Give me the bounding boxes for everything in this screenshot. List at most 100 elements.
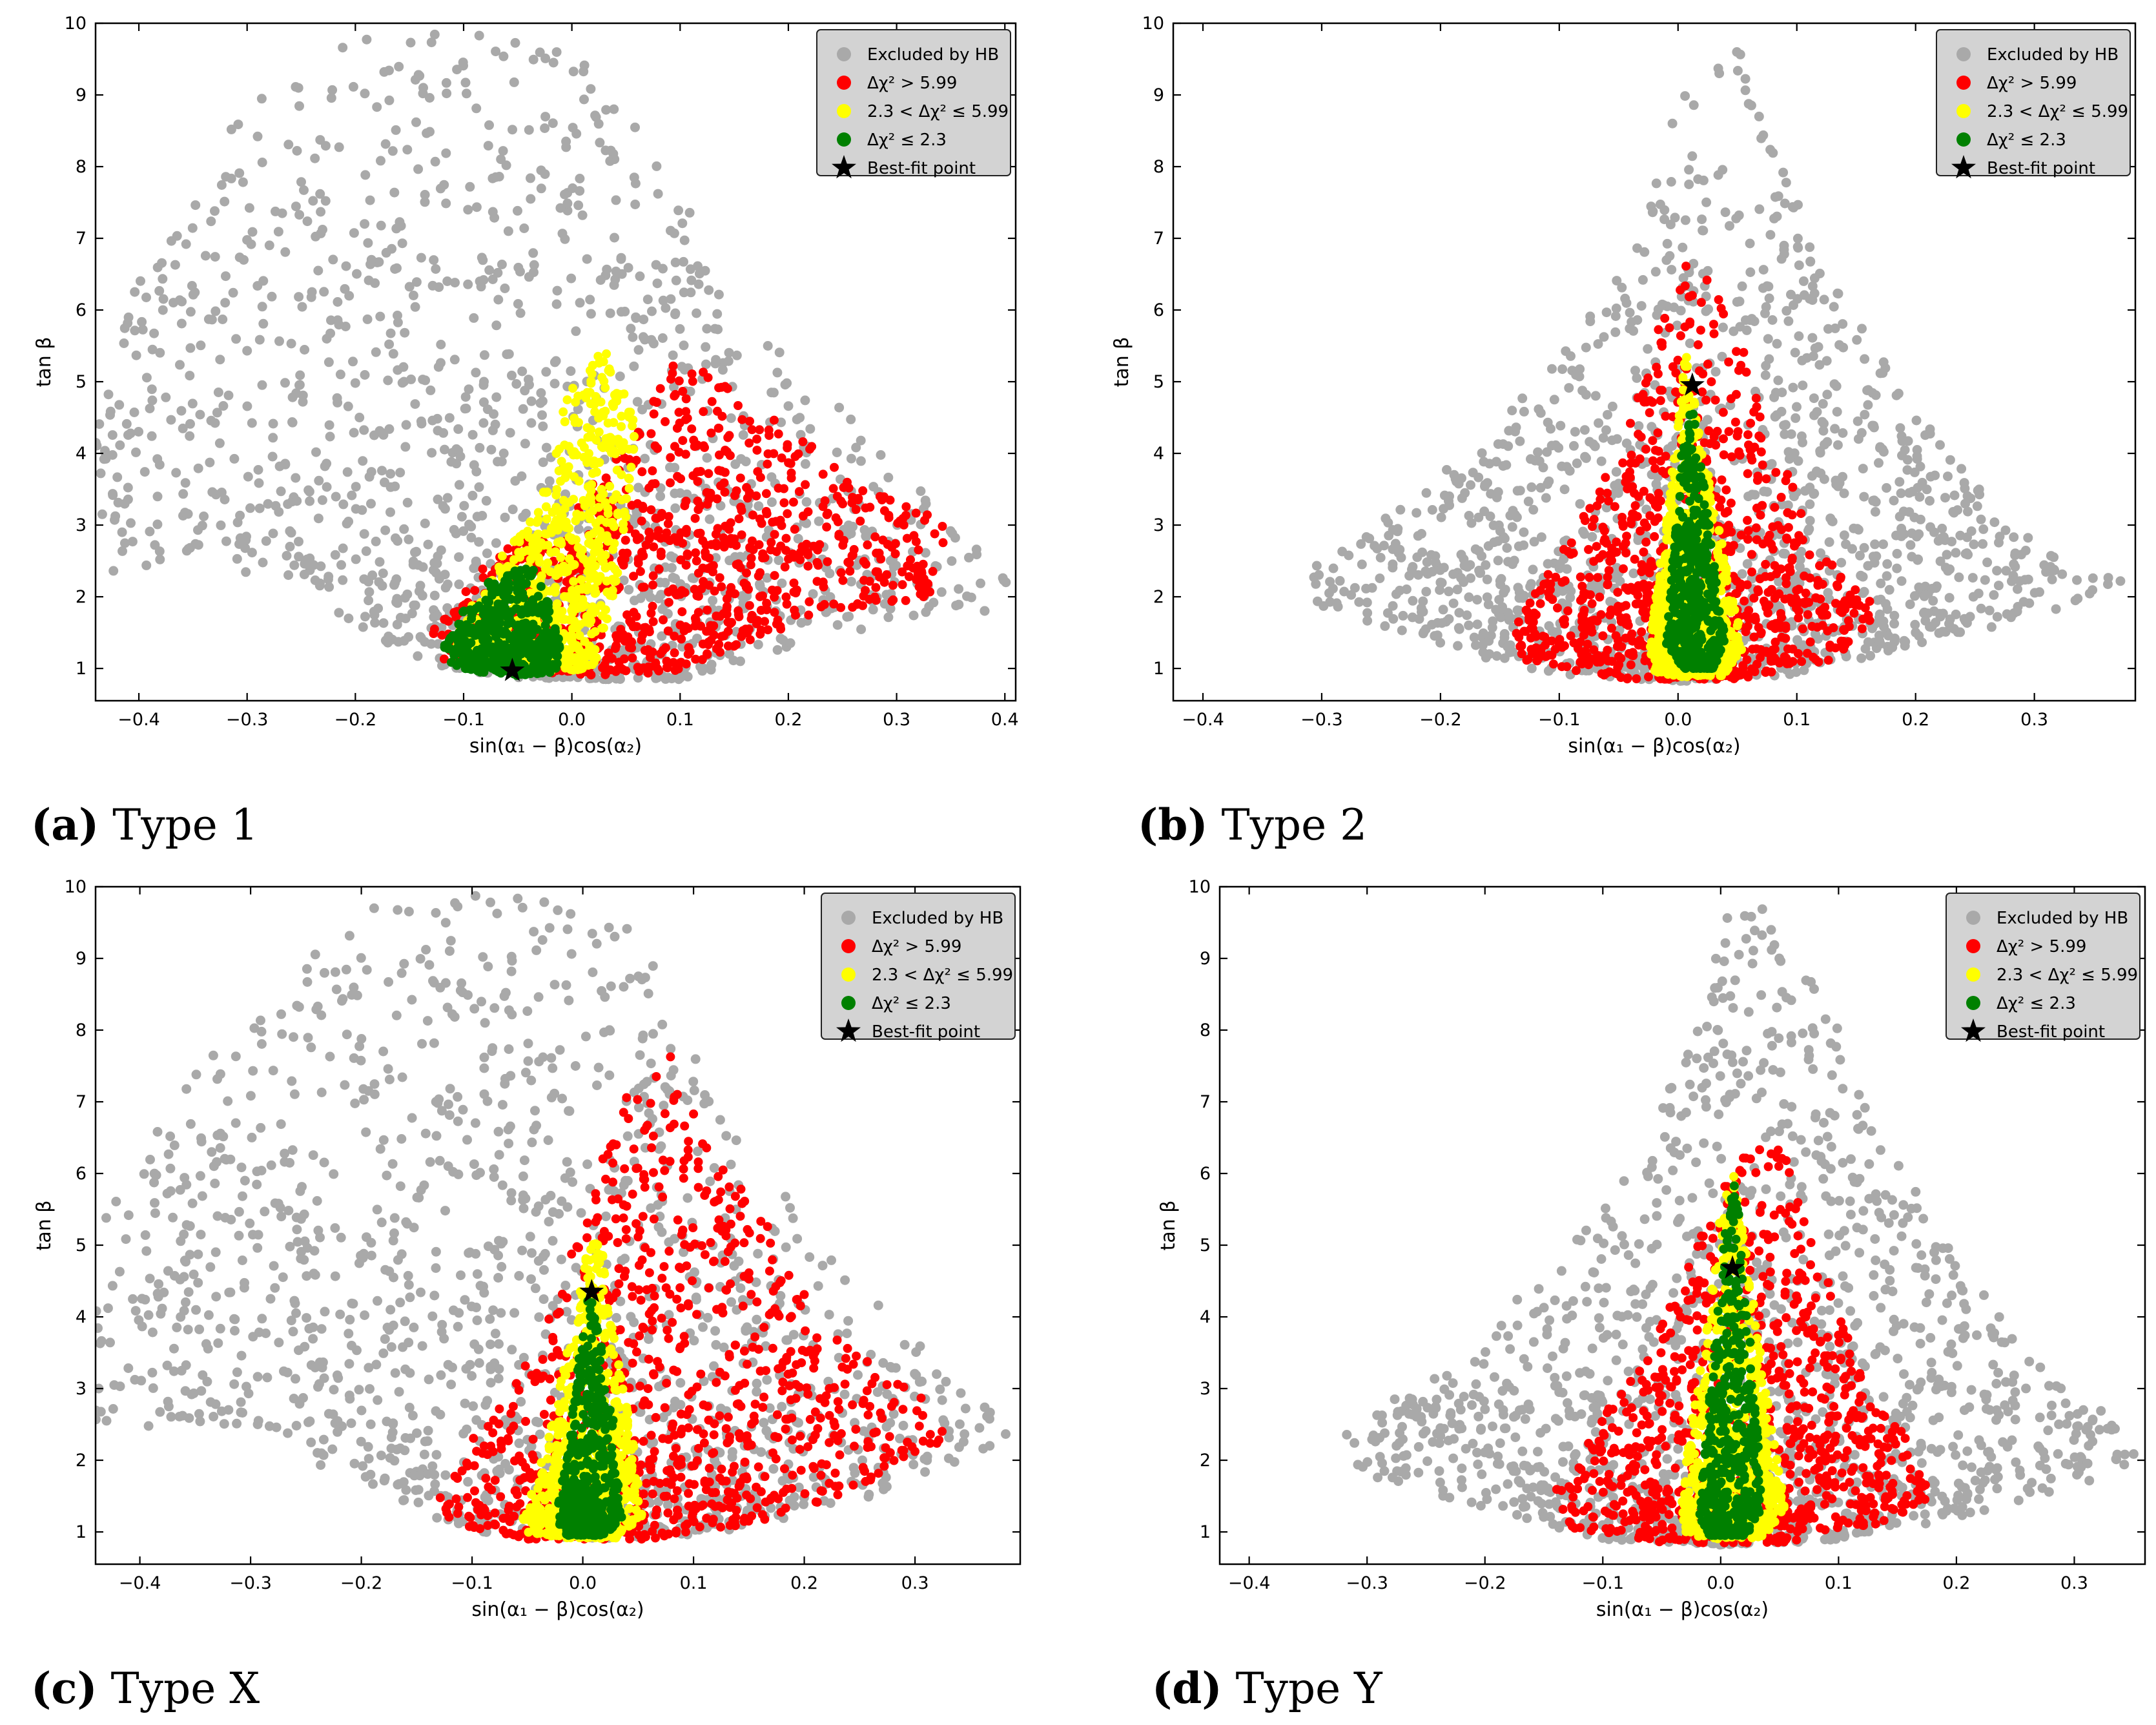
point-red bbox=[1641, 537, 1651, 547]
point-excluded bbox=[416, 253, 426, 263]
point-excluded bbox=[363, 238, 373, 248]
point-yellow bbox=[551, 515, 561, 525]
point-excluded bbox=[1650, 267, 1661, 277]
point-excluded bbox=[1791, 413, 1801, 423]
point-red bbox=[677, 634, 686, 644]
point-excluded bbox=[712, 309, 723, 319]
point-red bbox=[620, 453, 630, 463]
point-yellow bbox=[587, 564, 597, 574]
x-axis-label: sin(α₁ − β)cos(α₂) bbox=[469, 735, 642, 758]
point-excluded bbox=[1651, 178, 1661, 189]
point-excluded bbox=[1772, 338, 1782, 349]
point-excluded bbox=[463, 205, 473, 215]
point-excluded bbox=[467, 490, 478, 501]
point-excluded bbox=[1491, 604, 1501, 615]
point-excluded bbox=[552, 285, 562, 296]
point-excluded bbox=[1871, 497, 1881, 507]
point-excluded bbox=[210, 252, 220, 262]
point-green bbox=[513, 654, 522, 663]
point-excluded bbox=[295, 370, 305, 380]
point-excluded bbox=[193, 525, 203, 535]
y-tick-label: 6 bbox=[76, 300, 87, 320]
point-red bbox=[681, 449, 690, 459]
point-excluded bbox=[595, 138, 605, 148]
point-excluded bbox=[1543, 666, 1554, 676]
point-excluded bbox=[258, 276, 269, 286]
point-excluded bbox=[642, 294, 653, 305]
point-excluded bbox=[454, 552, 464, 563]
point-red bbox=[851, 504, 861, 514]
point-red bbox=[914, 545, 923, 555]
point-excluded bbox=[825, 592, 836, 602]
point-excluded bbox=[1745, 267, 1756, 277]
point-yellow bbox=[617, 495, 626, 505]
point-red bbox=[752, 491, 761, 501]
point-red bbox=[796, 547, 805, 557]
point-red bbox=[790, 605, 799, 615]
point-excluded bbox=[1829, 379, 1840, 389]
point-excluded bbox=[1488, 616, 1498, 626]
point-excluded bbox=[432, 610, 442, 621]
point-yellow bbox=[602, 576, 611, 586]
point-excluded bbox=[451, 444, 462, 454]
point-red bbox=[681, 561, 691, 570]
point-excluded bbox=[2010, 548, 2020, 559]
point-yellow bbox=[526, 517, 535, 527]
point-excluded bbox=[1515, 436, 1525, 446]
point-excluded bbox=[1444, 586, 1454, 597]
point-excluded bbox=[1786, 289, 1796, 300]
point-excluded bbox=[221, 271, 231, 282]
point-excluded bbox=[244, 203, 254, 213]
point-yellow bbox=[586, 425, 595, 435]
legend-marker-green bbox=[837, 132, 851, 147]
point-excluded bbox=[916, 486, 926, 496]
point-excluded bbox=[762, 573, 772, 583]
point-excluded bbox=[391, 597, 402, 607]
point-excluded bbox=[274, 336, 284, 346]
point-excluded bbox=[1612, 276, 1622, 286]
point-excluded bbox=[280, 378, 290, 388]
point-excluded bbox=[1388, 563, 1398, 573]
point-excluded bbox=[577, 210, 588, 220]
point-excluded bbox=[147, 395, 158, 406]
point-excluded bbox=[103, 389, 114, 400]
point-excluded bbox=[1951, 548, 1961, 558]
point-excluded bbox=[526, 194, 536, 204]
point-excluded bbox=[287, 417, 298, 428]
point-excluded bbox=[1718, 322, 1728, 333]
point-green bbox=[474, 601, 484, 611]
point-excluded bbox=[401, 420, 411, 430]
point-excluded bbox=[1397, 625, 1407, 635]
point-excluded bbox=[1713, 63, 1723, 74]
point-excluded bbox=[1587, 532, 1597, 542]
point-excluded bbox=[369, 610, 380, 620]
point-excluded bbox=[297, 302, 307, 312]
point-excluded bbox=[909, 610, 919, 621]
point-excluded bbox=[376, 156, 385, 166]
point-excluded bbox=[1639, 247, 1650, 257]
point-excluded bbox=[117, 527, 127, 537]
point-excluded bbox=[1535, 482, 1546, 493]
point-excluded bbox=[1432, 630, 1442, 641]
point-red bbox=[762, 599, 772, 608]
point-red bbox=[661, 417, 670, 426]
point-excluded bbox=[1421, 566, 1431, 577]
point-yellow bbox=[518, 530, 528, 539]
point-excluded bbox=[464, 519, 474, 530]
point-red bbox=[737, 530, 746, 540]
point-yellow bbox=[551, 449, 561, 459]
point-excluded bbox=[1911, 415, 1922, 426]
point-excluded bbox=[375, 311, 385, 322]
point-excluded bbox=[679, 235, 690, 245]
point-red bbox=[670, 391, 679, 401]
point-excluded bbox=[466, 532, 477, 542]
point-excluded bbox=[384, 95, 395, 105]
point-green bbox=[544, 663, 554, 672]
point-red bbox=[648, 571, 658, 581]
point-excluded bbox=[560, 189, 570, 200]
point-excluded bbox=[420, 190, 430, 200]
point-excluded bbox=[378, 618, 389, 628]
point-excluded bbox=[212, 408, 222, 418]
point-excluded bbox=[772, 645, 783, 655]
point-red bbox=[619, 654, 629, 664]
